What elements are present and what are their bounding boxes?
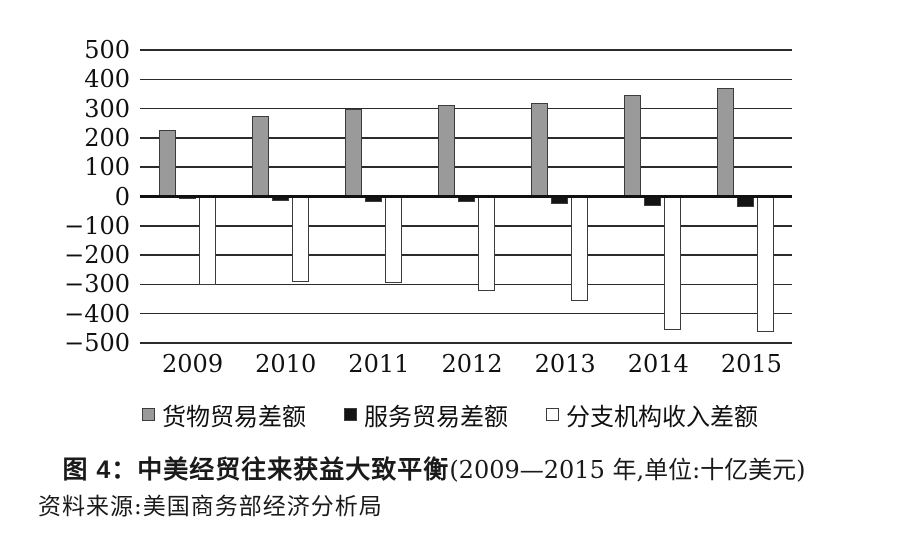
figure-label: 图 4： bbox=[62, 456, 138, 484]
gridline bbox=[140, 107, 792, 110]
x-axis-label-2015: 2015 bbox=[720, 350, 782, 378]
gridline bbox=[140, 342, 792, 344]
y-axis-tick-label: 400 bbox=[84, 65, 130, 94]
data-source-line: 资料来源:美国商务部经济分析局 bbox=[38, 494, 383, 520]
bar-货物贸易差额-2009 bbox=[158, 129, 176, 197]
y-axis-tick-label: −300 bbox=[64, 270, 130, 299]
bar-chart-plot-area: 500 400 300 200 100 0 −100 −200 −300 −400 −500 2009… bbox=[64, 36, 792, 378]
y-axis-tick-label: −200 bbox=[64, 241, 130, 270]
bar-货物贸易差额-2014 bbox=[624, 95, 642, 197]
legend-label: 服务贸易差额 bbox=[364, 403, 508, 431]
x-axis-label-2014: 2014 bbox=[627, 350, 689, 378]
y-axis-tick-label: −500 bbox=[64, 329, 130, 357]
bar-服务贸易差额-2015 bbox=[737, 196, 755, 207]
legend-label: 货物贸易差额 bbox=[162, 403, 306, 431]
legend-marker-货物贸易差额-icon bbox=[142, 408, 155, 421]
x-axis-label-2012: 2012 bbox=[441, 350, 503, 378]
y-axis-tick-label: 0 bbox=[114, 182, 130, 211]
gridline bbox=[140, 78, 792, 81]
legend-marker-服务贸易差额-icon bbox=[344, 408, 357, 421]
bar-货物贸易差额-2012 bbox=[438, 104, 455, 197]
legend-label: 分支机构收入差额 bbox=[566, 403, 758, 431]
y-axis-tick-label: −400 bbox=[64, 299, 130, 328]
y-axis-tick-label: 200 bbox=[84, 123, 130, 152]
y-axis-tick-label: 300 bbox=[84, 94, 130, 123]
bar-货物贸易差额-2015 bbox=[717, 88, 735, 197]
bar-分支机构收入差额-2013 bbox=[571, 196, 589, 301]
y-axis-tick-label: 100 bbox=[84, 153, 130, 182]
bar-分支机构收入差额-2014 bbox=[664, 196, 682, 331]
legend-marker-分支机构收入差额-icon bbox=[546, 408, 559, 421]
bar-货物贸易差额-2013 bbox=[531, 102, 549, 197]
gridline bbox=[140, 254, 792, 256]
x-axis-label-2013: 2013 bbox=[534, 350, 596, 378]
y-axis-tick-label: 500 bbox=[84, 36, 130, 64]
figure-title-note: (2009—2015 年,单位:十亿美元) bbox=[449, 456, 806, 484]
bar-货物贸易差额-2010 bbox=[251, 116, 269, 197]
y-axis-tick-label: −100 bbox=[64, 211, 130, 240]
bar-分支机构收入差额-2012 bbox=[478, 196, 495, 292]
x-axis-label-2010: 2010 bbox=[255, 350, 317, 378]
gridline bbox=[140, 166, 792, 168]
bar-服务贸易差额-2014 bbox=[644, 196, 662, 206]
bar-分支机构收入差额-2009 bbox=[198, 196, 216, 286]
legend-item-服务贸易差额: 服务贸易差额 bbox=[344, 397, 508, 432]
chart-legend: 货物贸易差额 服务贸易差额 分支机构收入差额 bbox=[0, 397, 900, 432]
gridline bbox=[140, 49, 792, 51]
x-axis-label-2011: 2011 bbox=[348, 350, 410, 378]
bar-分支机构收入差额-2011 bbox=[384, 196, 402, 284]
gridline bbox=[140, 225, 792, 227]
gridline bbox=[140, 137, 792, 139]
bar-货物贸易差额-2011 bbox=[344, 108, 362, 197]
legend-item-分支机构收入差额: 分支机构收入差额 bbox=[546, 397, 758, 432]
figure-title: 中美经贸往来获益大致平衡 bbox=[137, 456, 450, 484]
x-axis-zero-line-overlay bbox=[140, 195, 792, 198]
figure-caption: 图 4：中美经贸往来获益大致平衡(2009—2015 年,单位:十亿美元) bbox=[0, 450, 884, 486]
bar-分支机构收入差额-2010 bbox=[291, 196, 309, 282]
gridline bbox=[140, 283, 792, 286]
bar-分支机构收入差额-2015 bbox=[757, 196, 775, 333]
gridline bbox=[140, 312, 792, 315]
x-axis-label-2009: 2009 bbox=[162, 350, 224, 378]
legend-item-货物贸易差额: 货物贸易差额 bbox=[142, 397, 306, 432]
